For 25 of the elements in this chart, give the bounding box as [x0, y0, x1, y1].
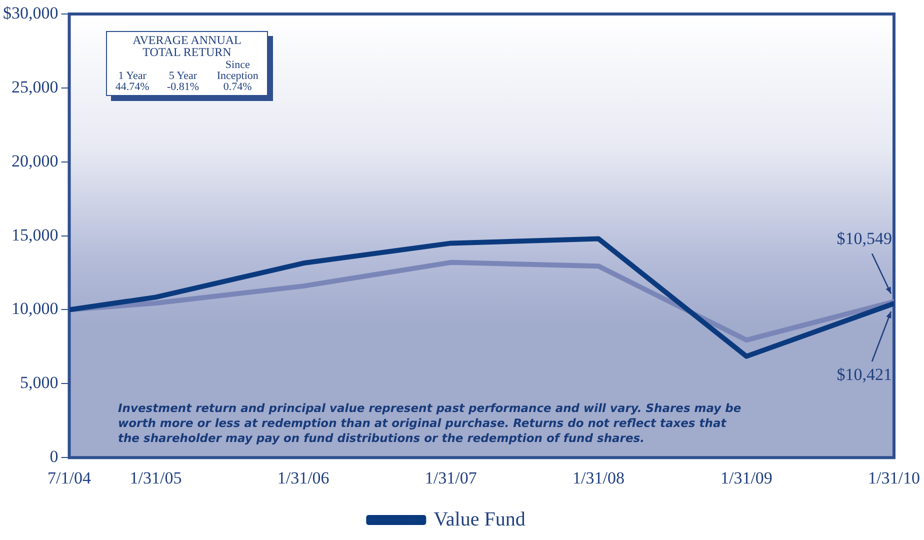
- y-tick-label: 5,000: [20, 373, 58, 392]
- annotation: -0.81%: [166, 81, 200, 93]
- x-tick-label: 1/31/05: [130, 468, 182, 488]
- legend-label: Value Fund: [434, 508, 526, 530]
- x-tick-label: 1/31/08: [572, 468, 624, 488]
- y-tick-label: 0: [50, 447, 58, 466]
- x-tick-label: 1/31/07: [424, 468, 478, 488]
- x-tick-label: 7/1/04: [48, 468, 92, 488]
- x-tick-label: 1/31/10: [868, 468, 920, 488]
- annotation: $10,421: [836, 364, 892, 384]
- annotation: 5 Year: [168, 70, 198, 82]
- annotation: 44.74%: [114, 81, 150, 93]
- y-tick-label: 20,000: [12, 151, 58, 170]
- annotation: AVERAGE ANNUAL TOTAL RETURN: [132, 33, 242, 59]
- y-tick-label: 15,000: [12, 225, 58, 244]
- annotation: Since Inception: [216, 59, 260, 82]
- annotation: 1 Year: [117, 70, 148, 82]
- y-tick-label: 25,000: [12, 77, 58, 96]
- y-tick-label: $30,000: [3, 3, 58, 22]
- y-tick-label: 10,000: [12, 299, 58, 318]
- annotation: 0.74%: [223, 81, 252, 93]
- annotation: $10,549: [836, 229, 892, 248]
- x-tick-label: 1/31/06: [277, 468, 330, 488]
- annotation: Investment return and principal value represent past performance and will vary. Shares may be worth more or less at redemption than at original purchase. Returns do not reflect taxes that the shareholder may pay on fund distributions or the redemption of fund shares.: [118, 401, 742, 446]
- x-tick-label: 1/31/09: [720, 468, 772, 488]
